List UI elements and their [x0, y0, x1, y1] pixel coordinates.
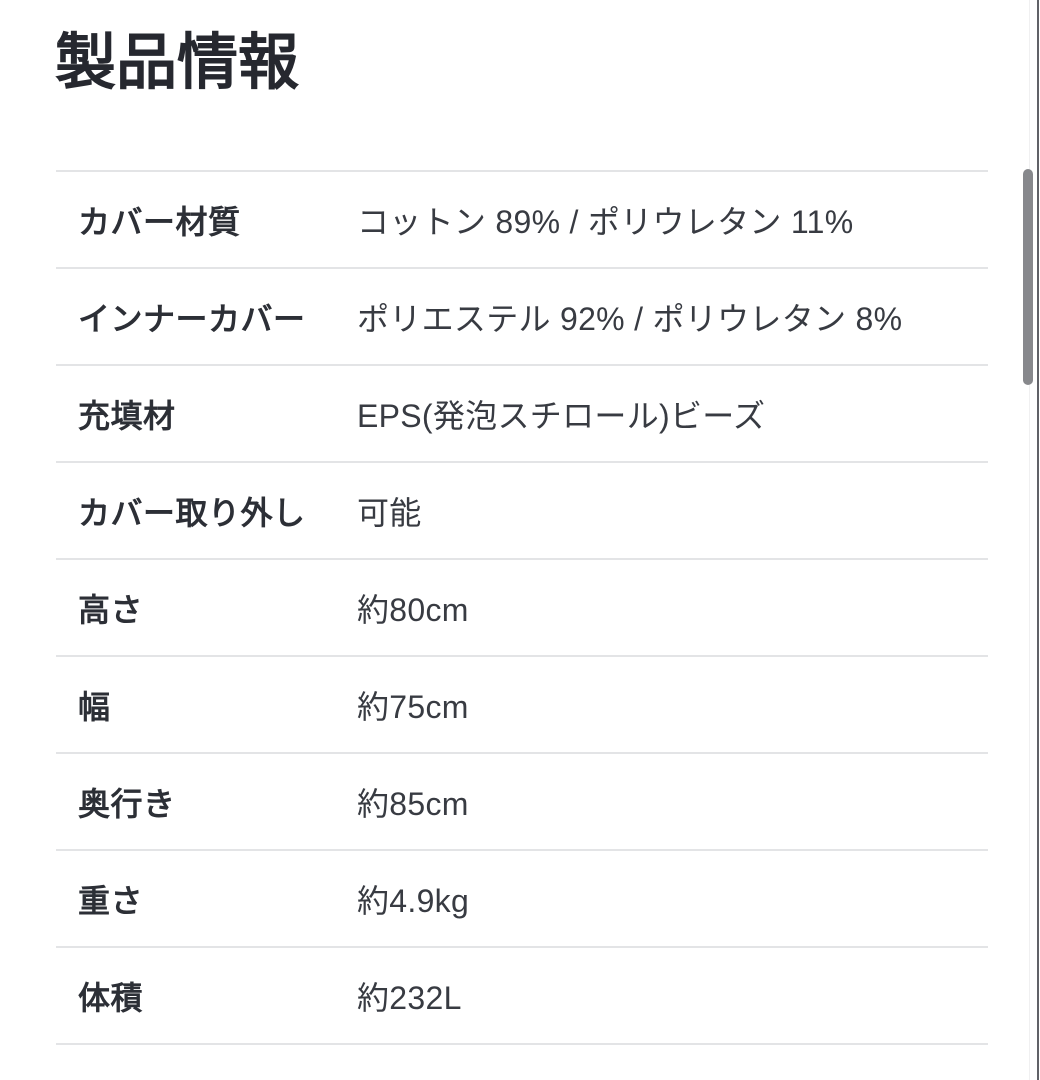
row-value: 可能	[357, 494, 422, 531]
row-label: カバー材質	[78, 203, 241, 240]
page-title: 製品情報	[55, 28, 300, 96]
scrollbar-thumb[interactable]	[1023, 169, 1033, 385]
row-value: 約75cm	[357, 688, 469, 725]
row-label: 奥行き	[78, 785, 176, 822]
table-row: 充填材 EPS(発泡スチロール)ビーズ	[56, 364, 988, 461]
table-row: 高さ 約80cm	[56, 558, 988, 655]
table-row: 奥行き 約85cm	[56, 752, 988, 849]
spec-table: カバー材質 コットン 89% / ポリウレタン 11% インナーカバー ポリエス…	[56, 170, 988, 1045]
row-value: 約232L	[357, 979, 462, 1016]
table-row: 体積 約232L	[56, 946, 988, 1043]
scrollbar-track-line	[1029, 0, 1030, 1080]
row-label: 体積	[78, 979, 144, 1016]
row-label: カバー取り外し	[78, 494, 306, 531]
table-row: 重さ 約4.9kg	[56, 849, 988, 946]
row-value: 約85cm	[357, 785, 469, 822]
row-label: 充填材	[78, 397, 176, 434]
table-row: カバー取り外し 可能	[56, 461, 988, 558]
row-label: 高さ	[78, 591, 144, 628]
row-value: ポリエステル 92% / ポリウレタン 8%	[357, 300, 903, 337]
row-label: インナーカバー	[78, 300, 306, 337]
row-value: コットン 89% / ポリウレタン 11%	[357, 203, 854, 240]
row-value: EPS(発泡スチロール)ビーズ	[357, 397, 766, 434]
window-edge-border	[1037, 0, 1039, 1080]
row-value: 約4.9kg	[357, 882, 470, 919]
table-row: カバー材質 コットン 89% / ポリウレタン 11%	[56, 170, 988, 267]
table-row: 幅 約75cm	[56, 655, 988, 752]
table-row: インナーカバー ポリエステル 92% / ポリウレタン 8%	[56, 267, 988, 364]
row-value: 約80cm	[357, 591, 469, 628]
row-label: 幅	[78, 688, 111, 725]
row-label: 重さ	[78, 882, 144, 919]
